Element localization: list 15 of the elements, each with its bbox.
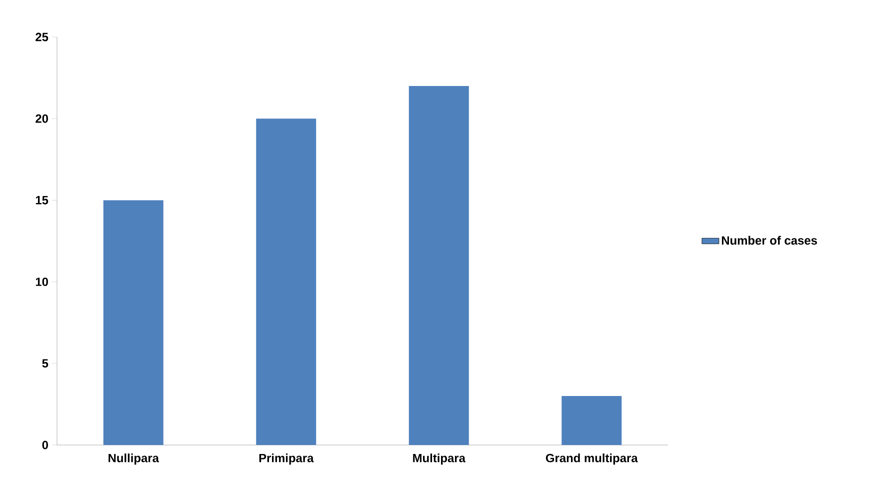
x-tick-label: Grand multipara (546, 454, 638, 465)
bar (103, 200, 164, 445)
bar (256, 118, 316, 445)
x-tick-label: Primipara (259, 454, 314, 465)
bar (408, 86, 469, 445)
y-tick-label: 25 (36, 32, 48, 42)
y-tick-label: 10 (36, 278, 48, 286)
y-tick-label: 0 (42, 440, 48, 450)
legend-label: Number of cases (722, 236, 817, 245)
y-tick-label: 5 (42, 359, 48, 368)
y-tick-label: 15 (36, 196, 48, 204)
x-tick-label: Multipara (413, 454, 466, 465)
x-tick-label: Nullipara (108, 454, 160, 465)
y-tick-label: 20 (36, 114, 48, 123)
bar (562, 396, 622, 445)
